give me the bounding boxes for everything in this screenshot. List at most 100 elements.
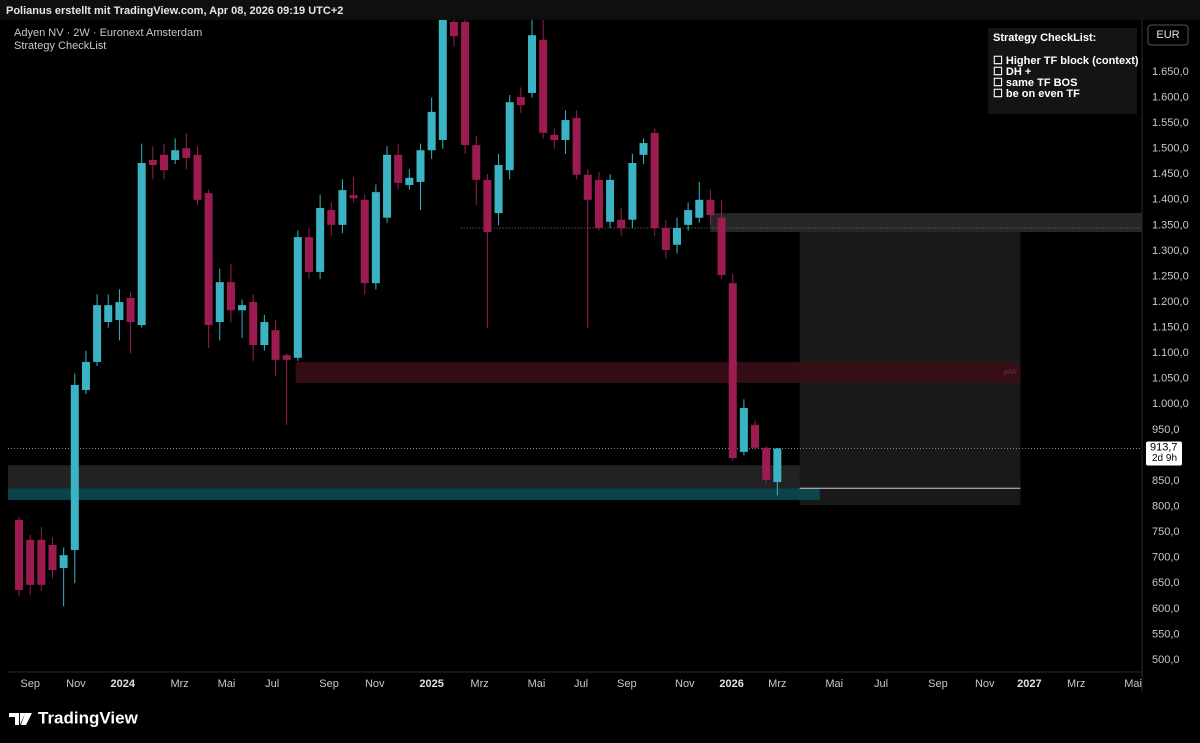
zone (295, 361, 1021, 383)
checklist-item: ☐ Higher TF block (context) (993, 55, 1139, 67)
checklist-item: ☐ be on even TF (993, 88, 1080, 100)
indicator-name: Strategy CheckList (14, 40, 106, 52)
x-tick-label: Nov (66, 678, 86, 690)
candle-body (238, 305, 247, 311)
countdown: 2d 9h (1152, 453, 1177, 464)
candle-body (137, 163, 146, 326)
y-tick-label: 1.450,0 (1152, 168, 1189, 180)
candle-body (717, 217, 726, 275)
x-tick-label: Sep (20, 678, 40, 690)
candle-body (583, 174, 592, 200)
zone (710, 213, 1142, 233)
y-tick-label: 1.550,0 (1152, 117, 1189, 129)
x-tick-label: Mrz (768, 678, 786, 690)
checklist-panel (988, 28, 1137, 114)
y-tick-label: 800,0 (1152, 501, 1180, 513)
y-tick-label: 1.400,0 (1152, 194, 1189, 206)
candle-body (293, 237, 302, 358)
candle-body (260, 322, 269, 346)
y-tick-label: 950,0 (1152, 424, 1180, 436)
candle-body (282, 355, 291, 360)
candle-body (70, 384, 79, 551)
x-tick-label: Mai (825, 678, 843, 690)
y-tick-label: 1.150,0 (1152, 322, 1189, 334)
y-tick-label: 850,0 (1152, 475, 1180, 487)
price-badge (1146, 441, 1182, 466)
x-tick-label: Nov (975, 678, 995, 690)
currency[interactable]: EUR (1156, 29, 1179, 41)
x-tick-label: Jul (574, 678, 588, 690)
currency-button[interactable] (1147, 24, 1189, 46)
candle-body (561, 120, 570, 141)
candle-body (483, 179, 492, 233)
x-tick-label: Mrz (170, 678, 188, 690)
y-tick-label: 600,0 (1152, 603, 1180, 615)
candle-body (594, 179, 603, 228)
x-tick-label: Jul (874, 678, 888, 690)
candle-body (37, 539, 46, 585)
candle-body (26, 539, 35, 585)
x-tick-label: Mai (218, 678, 236, 690)
candle-body (383, 154, 392, 218)
candle-body (126, 297, 135, 323)
candle-body (728, 283, 737, 459)
candle-body (416, 150, 425, 182)
candle-body (371, 192, 380, 284)
candle-body (751, 424, 760, 448)
candle-body (505, 102, 514, 171)
checklist-item: ☐ DH + (993, 66, 1031, 78)
candle-body (449, 21, 458, 37)
candle-body (115, 302, 124, 320)
x-tick-label: Sep (617, 678, 637, 690)
candle-body (48, 544, 57, 570)
candle-body (193, 154, 202, 200)
candle-body (606, 179, 615, 222)
candle-body (650, 132, 659, 228)
candle-body (394, 154, 403, 183)
candle-body (661, 227, 670, 250)
logo (9, 713, 32, 725)
x-tick-label: Sep (319, 678, 339, 690)
x-tick-label: Nov (675, 678, 695, 690)
y-tick-label: 550,0 (1152, 628, 1180, 640)
candle-body (706, 199, 715, 216)
candle-body (572, 118, 581, 175)
x-tick-label: Sep (928, 678, 948, 690)
x-tick-label: 2027 (1017, 678, 1041, 690)
y-tick-label: 1.300,0 (1152, 245, 1189, 257)
candle-body (171, 150, 180, 160)
candle-body (405, 177, 414, 185)
candle-body (773, 448, 782, 483)
candle-body (204, 193, 213, 326)
y-tick-label: 1.600,0 (1152, 91, 1189, 103)
candle-body (672, 227, 681, 245)
candle-body (104, 305, 113, 323)
y-tick-label: 1.500,0 (1152, 143, 1189, 155)
y-tick-label: 750,0 (1152, 526, 1180, 538)
zone (8, 488, 820, 500)
candle-body (550, 134, 559, 141)
brand: TradingView (38, 708, 139, 727)
y-tick-label: 1.650,0 (1152, 66, 1189, 78)
candle-body (639, 143, 648, 155)
candle-body (327, 210, 336, 225)
candle-body (93, 305, 102, 362)
candle-body (271, 330, 280, 360)
candle-body (494, 165, 503, 214)
candle-body (15, 519, 24, 590)
checklist-title: Strategy CheckList: (993, 32, 1096, 44)
x-tick-label: Nov (365, 678, 385, 690)
candle-body (81, 361, 90, 391)
candle-body (438, 20, 447, 141)
zone (8, 465, 800, 489)
header-bar (0, 0, 1200, 20)
candle-body (539, 39, 548, 133)
candle-body (316, 208, 325, 272)
candle-body (349, 195, 358, 199)
candle-body (762, 447, 771, 481)
candle-body (695, 199, 704, 218)
x-tick-label: Mrz (1067, 678, 1085, 690)
candle-body (249, 302, 258, 346)
y-tick-label: 1.200,0 (1152, 296, 1189, 308)
